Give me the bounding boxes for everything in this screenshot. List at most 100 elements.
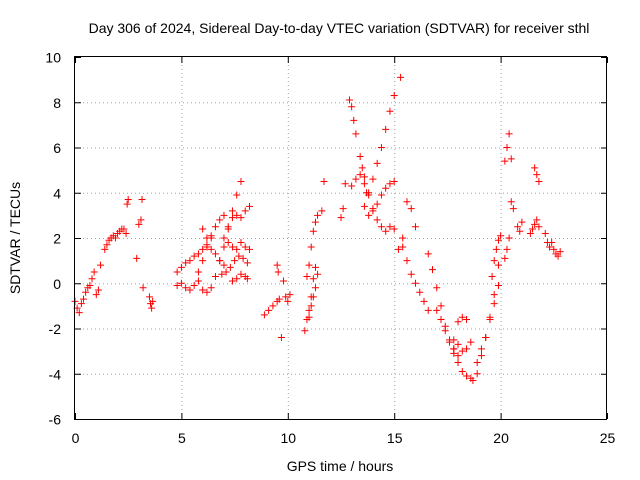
data-point (307, 302, 315, 310)
series-arc-03 (97, 225, 126, 269)
series-arc-02 (88, 268, 102, 299)
data-point (303, 272, 311, 280)
data-point (199, 286, 207, 294)
data-point (314, 211, 322, 219)
x-tick-label: 0 (72, 430, 80, 446)
data-point (218, 270, 226, 278)
data-point (309, 275, 317, 283)
data-point (124, 196, 132, 204)
data-point (103, 241, 111, 249)
series-arc-21 (305, 270, 322, 321)
series-arc-14 (218, 252, 251, 278)
data-point (90, 268, 98, 276)
data-point (311, 263, 319, 271)
data-point (194, 277, 202, 285)
data-point (377, 223, 385, 231)
data-point (399, 243, 407, 251)
data-point (216, 216, 224, 224)
data-point (211, 272, 219, 280)
data-point (277, 334, 285, 342)
data-point (173, 282, 181, 290)
data-point (450, 345, 458, 353)
data-point (377, 144, 385, 151)
data-point (411, 279, 419, 287)
data-point (503, 245, 511, 253)
y-tick-label: -4 (49, 366, 62, 382)
data-point (226, 263, 234, 271)
series-arc-01 (80, 282, 94, 303)
data-point (469, 377, 477, 385)
data-point (424, 250, 432, 258)
data-point (556, 248, 564, 256)
data-point (309, 293, 317, 301)
data-point (382, 184, 390, 192)
data-points (71, 73, 564, 385)
data-point (186, 257, 194, 265)
data-point (307, 243, 315, 251)
data-point (352, 130, 360, 138)
data-point (341, 180, 349, 188)
data-point (352, 175, 360, 183)
data-point (92, 291, 100, 299)
series-arc-05 (133, 196, 147, 292)
data-point (245, 245, 253, 253)
data-point (243, 259, 251, 267)
data-point (231, 257, 239, 265)
data-point (228, 214, 236, 222)
data-point (490, 291, 498, 299)
data-point (454, 340, 462, 348)
series-arc-29 (397, 73, 405, 81)
series-arc-19 (301, 263, 319, 335)
data-point (554, 252, 562, 260)
series-arc-15 (228, 270, 251, 285)
data-point (280, 277, 288, 285)
data-point (75, 309, 83, 317)
data-point (177, 279, 185, 287)
data-point (111, 234, 119, 242)
data-point (211, 223, 219, 231)
data-point (239, 254, 247, 262)
data-point (550, 245, 558, 253)
series-arc-09 (194, 211, 228, 276)
x-tick-label: 10 (281, 430, 297, 446)
data-point (320, 177, 328, 185)
data-point (490, 257, 498, 265)
data-point (88, 275, 96, 283)
data-point (360, 173, 368, 181)
series-arc-39 (488, 232, 505, 280)
data-point (233, 275, 241, 283)
data-point (494, 236, 502, 244)
series-arc-45 (541, 229, 564, 260)
data-point (529, 225, 537, 233)
data-point (492, 245, 500, 253)
series-arc-40 (501, 130, 515, 165)
data-point (314, 270, 322, 278)
data-point (194, 250, 202, 258)
data-point (207, 232, 215, 240)
chart-title: Day 306 of 2024, Sidereal Day-to-day VTE… (89, 20, 590, 36)
data-point (360, 202, 368, 210)
series-arc-36 (450, 336, 475, 355)
data-point (186, 286, 194, 294)
data-point (463, 372, 471, 380)
data-point (235, 252, 243, 260)
data-point (190, 282, 198, 290)
data-point (501, 254, 509, 262)
series-arc-17 (273, 261, 285, 342)
data-point (373, 200, 381, 208)
series-arc-34 (450, 345, 475, 382)
series-arc-27 (360, 91, 398, 210)
data-point (531, 164, 539, 172)
data-point (274, 268, 282, 276)
data-point (224, 223, 232, 231)
data-point (454, 352, 462, 360)
data-point (450, 336, 458, 344)
data-point (101, 245, 109, 253)
data-point (233, 245, 241, 253)
data-point (369, 175, 377, 183)
data-point (350, 116, 358, 124)
series-arc-43 (531, 164, 543, 185)
data-point (390, 225, 398, 233)
data-point (122, 229, 130, 237)
